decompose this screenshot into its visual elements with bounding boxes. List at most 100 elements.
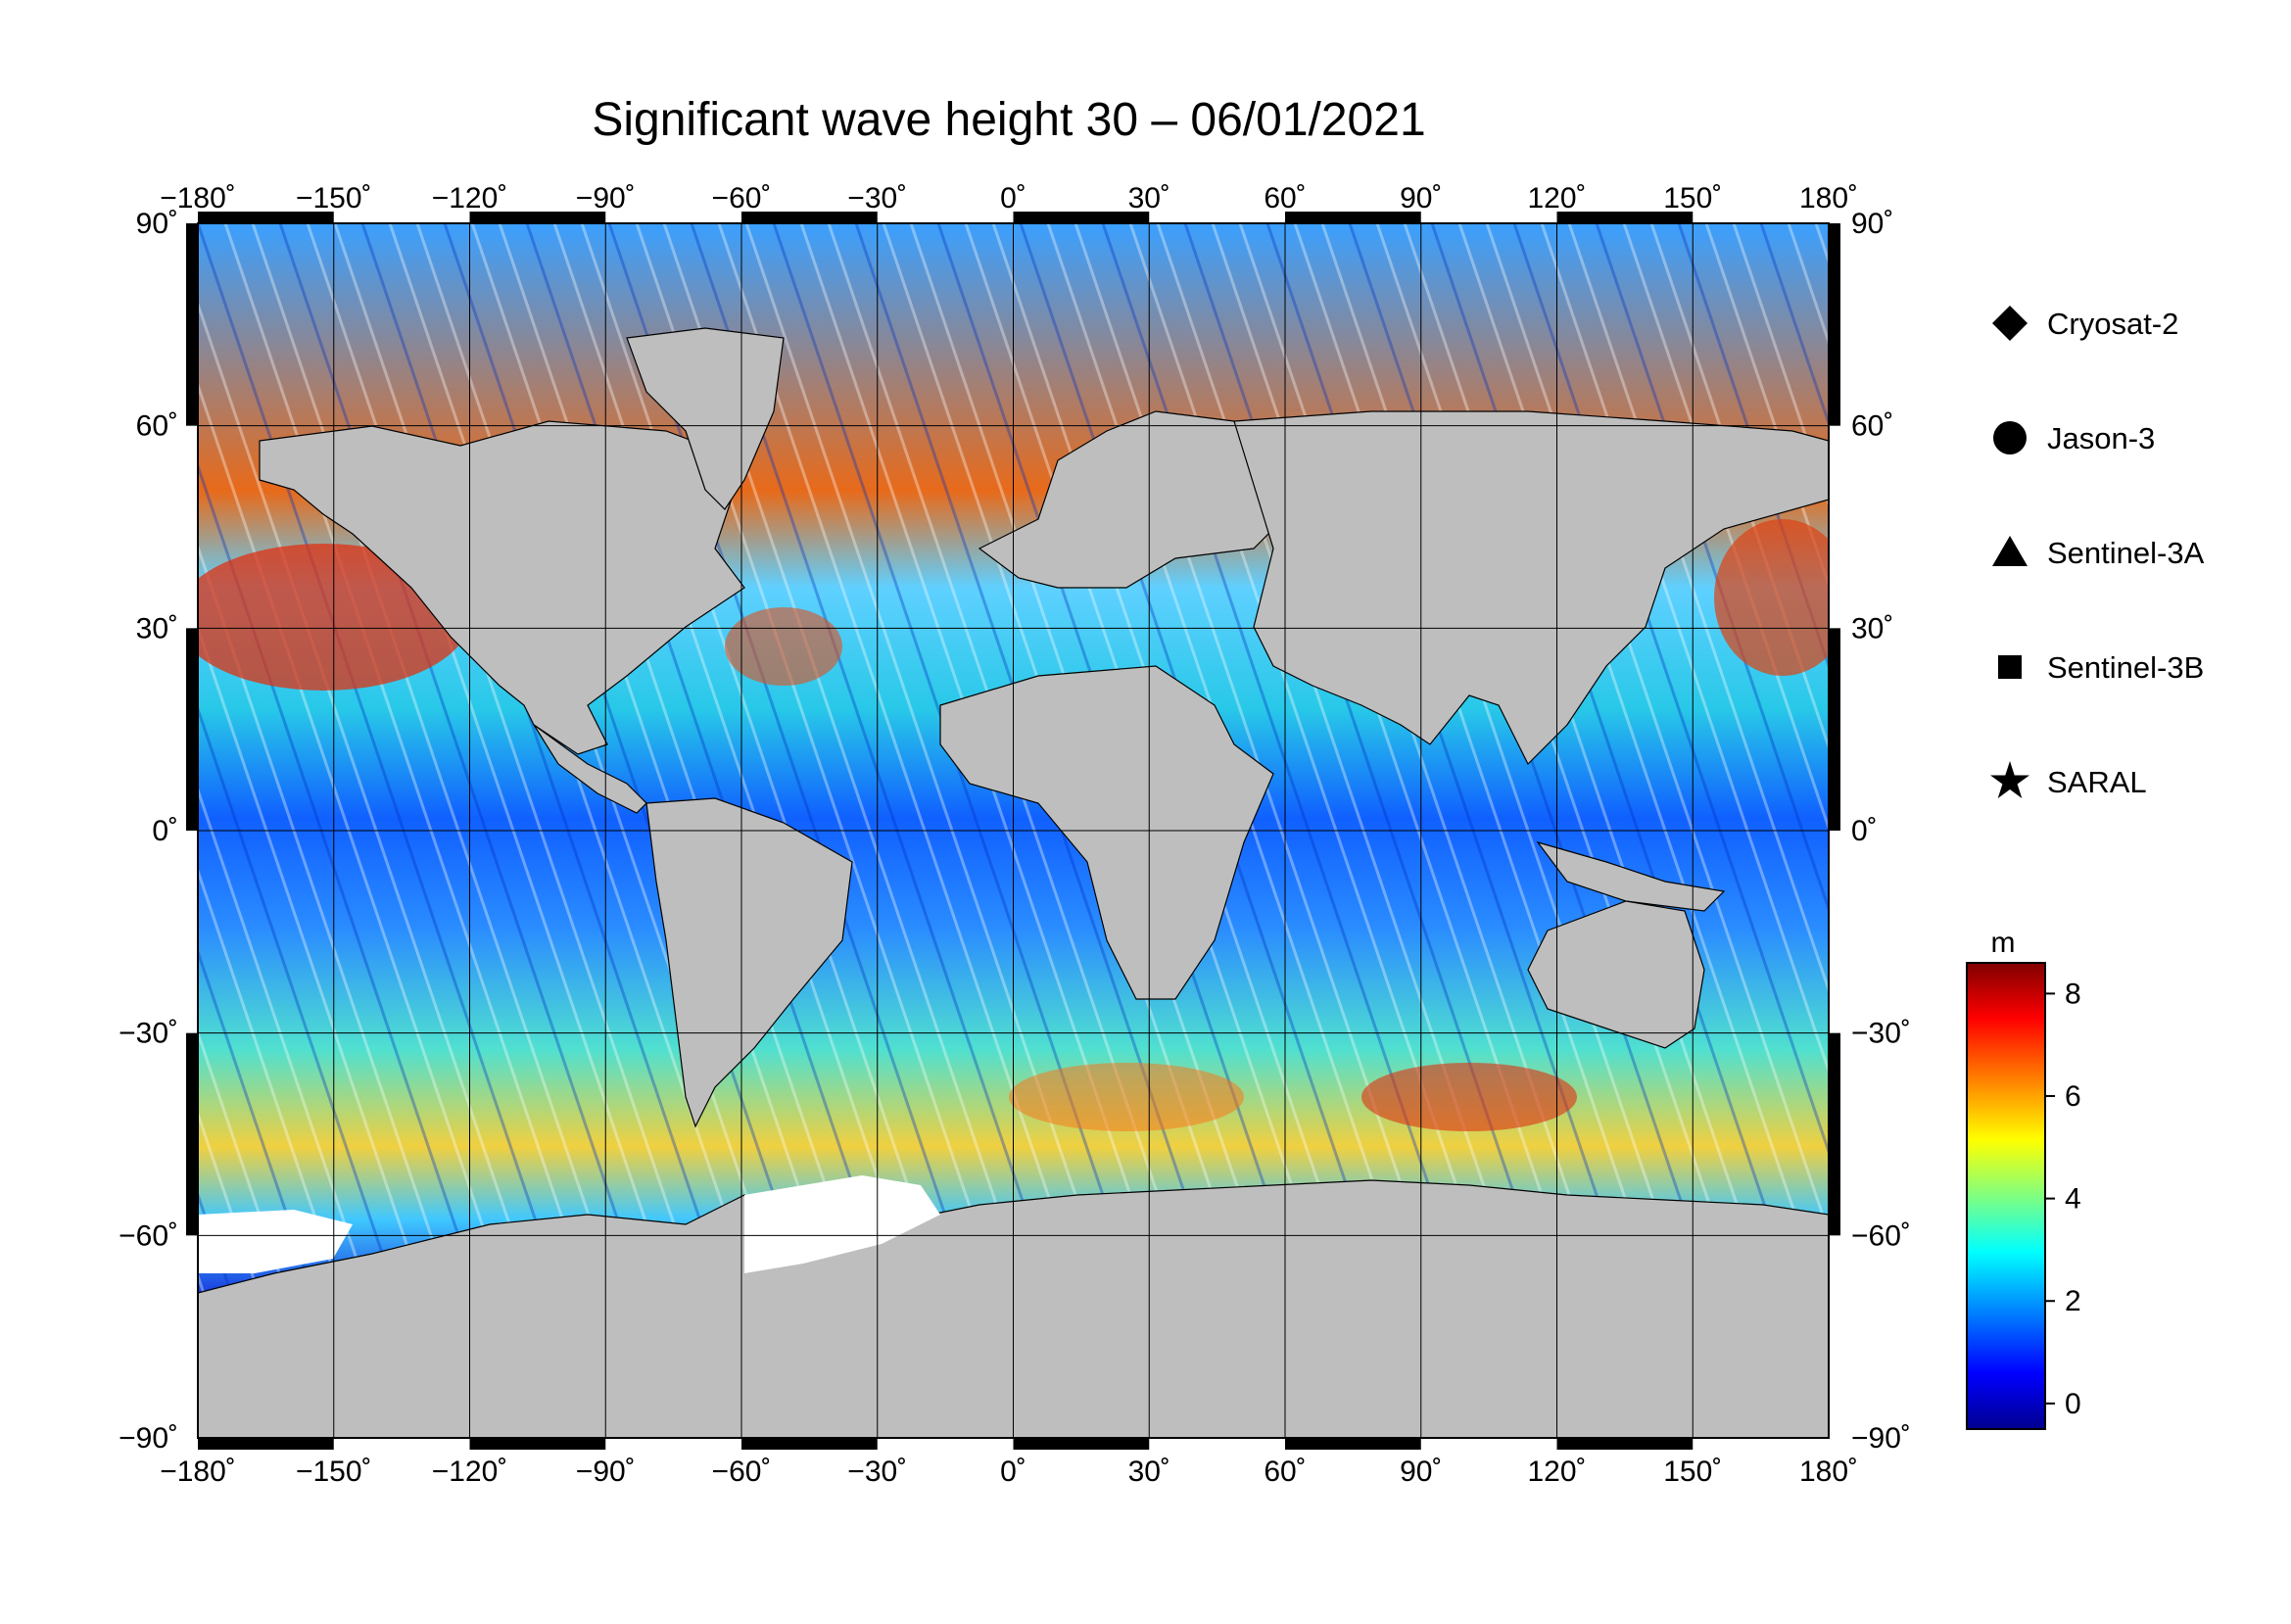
satellite-legend: Cryosat-2 Jason-3 Sentinel-3A Sentinel-3B SA… [1990,306,2205,799]
frame-band-top [1556,212,1694,223]
australia [1527,900,1705,1049]
colorbar-tick-label: 0 [2065,1388,2081,1420]
lon-label-bottom: 90˚ [1400,1456,1442,1488]
satellite-swath [2090,223,2291,1438]
lon-label-bottom: 180˚ [1799,1456,1858,1488]
latitude-labels: 90˚ 90˚ 60˚ 60˚ 30˚ 30˚ 0˚ 0˚ −30˚ −30˚ −60˚ −60˚ −9… [119,208,1911,1455]
asia [1233,410,1829,766]
south-atlantic-high-waves [1009,1063,1244,1131]
greenland [626,327,785,510]
lon-label-bottom: 60˚ [1264,1456,1306,1488]
satellite-swath [2118,223,2291,1438]
diamond-icon [1992,306,2028,341]
central-america [533,724,647,814]
northwest-pacific-high-waves [1714,519,1829,676]
frame-band-bottom [1285,1438,1421,1450]
satellite-swath [0,223,61,1438]
north-america [259,420,745,755]
lon-label-top: 120˚ [1527,182,1586,215]
lon-label-top: −120˚ [432,182,508,215]
lat-label-left: 0˚ [152,815,178,847]
map-title: Significant wave height 30 – 06/01/2021 [592,94,1425,146]
frame-band-top [198,212,334,223]
southern-indian-high-waves [1361,1063,1577,1131]
lon-label-bottom: −180˚ [160,1456,236,1488]
satellite-swath [2063,223,2291,1438]
lon-label-top: −180˚ [160,182,236,215]
frame-band-bottom [741,1438,878,1450]
lon-label-bottom: −90˚ [576,1456,636,1488]
frame-band-right [1829,223,1840,426]
frame-band-left [186,628,198,831]
lon-label-top: 30˚ [1128,182,1170,215]
lon-label-top: 0˚ [1000,182,1026,215]
frame-band-right [1829,628,1840,831]
frame-band-bottom [198,1438,334,1450]
frame-band-bottom [1013,1438,1150,1450]
satellite-swath [2227,223,2291,1438]
frame-band-top [1285,212,1421,223]
circle-icon [1993,421,2027,454]
satellite-swath [0,223,170,1438]
colorbar-tick-label: 6 [2065,1080,2081,1113]
frame-band-right [1829,1032,1840,1236]
lat-label-left: −90˚ [119,1422,178,1455]
lon-label-top: 180˚ [1799,182,1858,215]
square-icon [1998,655,2022,679]
legend-label: SARAL [2047,765,2147,799]
satellite-swath [1843,223,2255,1438]
africa [939,665,1274,1000]
lat-label-right: −90˚ [1851,1422,1911,1455]
lon-label-bottom: 30˚ [1128,1456,1170,1488]
lat-label-left: 90˚ [136,208,178,240]
lon-label-top: −150˚ [296,182,372,215]
lon-label-top: −60˚ [712,182,772,215]
frame-band-bottom [469,1438,606,1450]
graticule [198,223,1829,1438]
south-america [645,797,853,1128]
lat-label-right: 90˚ [1851,208,1893,240]
lat-label-right: 30˚ [1851,612,1893,645]
satellite-swath [2172,223,2291,1438]
frame-band-left [186,1032,198,1236]
lat-label-left: −60˚ [119,1219,178,1252]
lat-label-left: 30˚ [136,612,178,645]
legend-label: Sentinel-3B [2047,650,2204,685]
colorbar-tick-label: 8 [2065,978,2081,1010]
lon-label-bottom: −30˚ [847,1456,907,1488]
frame-band-top [469,212,606,223]
legend-label: Cryosat-2 [2047,307,2178,341]
weddell-sea-ice [744,1175,940,1273]
lat-label-left: −30˚ [119,1018,178,1050]
lon-label-bottom: 0˚ [1000,1456,1026,1488]
satellite-swath [2035,223,2291,1438]
satellite-swath [1871,223,2282,1438]
lon-label-top: −90˚ [576,182,636,215]
satellite-swath [0,223,143,1438]
north-atlantic-high-waves [725,607,842,686]
lon-label-bottom: −120˚ [432,1456,508,1488]
lat-label-left: 60˚ [136,410,178,443]
lon-label-bottom: 150˚ [1663,1456,1722,1488]
lat-label-right: −60˚ [1851,1219,1911,1252]
lon-label-bottom: −150˚ [296,1456,372,1488]
legend-label: Jason-3 [2047,421,2155,455]
sea-ice [198,1175,940,1273]
frame-band-bottom [1556,1438,1694,1450]
colorbar-tick-label: 2 [2065,1285,2081,1317]
satellite-swath [2200,223,2291,1438]
satellite-swath [2008,223,2291,1438]
colorbar: m 0 2 4 6 8 [1966,927,2081,1430]
colorbar-ticks: 0 2 4 6 8 [2045,978,2081,1420]
satellite-swath [0,223,116,1438]
frame-band-top [1013,212,1150,223]
lon-label-top: −30˚ [847,182,907,215]
lat-label-right: 0˚ [1851,815,1878,847]
lat-label-right: 60˚ [1851,410,1893,443]
lon-label-bottom: 120˚ [1527,1456,1586,1488]
frame-band-left [186,223,198,426]
indonesia [1536,840,1726,912]
triangle-icon [1992,536,2028,566]
